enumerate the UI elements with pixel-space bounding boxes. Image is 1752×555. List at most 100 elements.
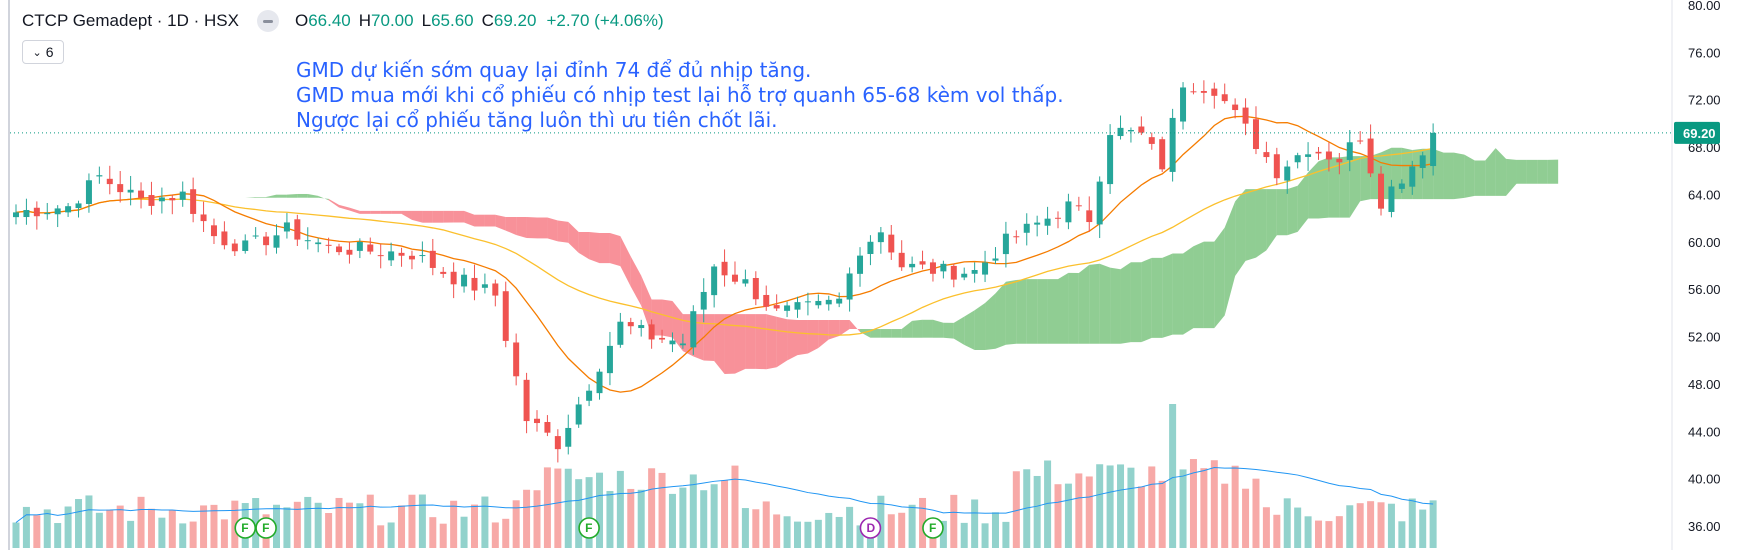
volume-bar bbox=[1169, 404, 1176, 548]
change-value: +2.70 (+4.06%) bbox=[546, 11, 663, 31]
cloud-segment bbox=[954, 317, 964, 345]
candle-body bbox=[86, 180, 92, 204]
cloud-segment bbox=[527, 217, 537, 238]
candle-body bbox=[294, 219, 300, 239]
cloud-segment bbox=[297, 194, 307, 198]
cloud-segment bbox=[933, 320, 943, 338]
volume-bar bbox=[648, 468, 655, 548]
volume-bar bbox=[1388, 504, 1395, 548]
candle-body bbox=[471, 278, 477, 291]
cloud-segment bbox=[766, 314, 776, 369]
cloud-segment bbox=[756, 314, 766, 369]
volume-bar bbox=[1232, 466, 1239, 548]
candle-body bbox=[1097, 182, 1103, 225]
cloud-segment bbox=[568, 222, 578, 253]
candle-body bbox=[617, 322, 623, 345]
candle-body bbox=[96, 175, 102, 176]
volume-bar bbox=[731, 466, 738, 548]
candle-body bbox=[284, 222, 290, 231]
volume-bar bbox=[679, 488, 686, 548]
cloud-segment bbox=[975, 303, 985, 350]
volume-bar bbox=[315, 503, 322, 548]
candle-body bbox=[669, 341, 675, 345]
volume-bar bbox=[1075, 473, 1082, 548]
candle-body bbox=[253, 236, 259, 237]
y-tick-label: 60.00 bbox=[1688, 235, 1721, 250]
cloud-segment bbox=[1027, 279, 1037, 344]
candle-body bbox=[1024, 224, 1030, 233]
cloud-segment bbox=[1131, 262, 1141, 342]
cloud-segment bbox=[412, 211, 422, 223]
y-tick-label: 48.00 bbox=[1688, 377, 1721, 392]
cloud-segment bbox=[495, 215, 505, 231]
volume-bar bbox=[179, 523, 186, 548]
candle-body bbox=[1316, 152, 1322, 154]
candle-body bbox=[701, 292, 707, 310]
candle-body bbox=[180, 192, 186, 200]
cloud-segment bbox=[1485, 148, 1495, 196]
candle-body bbox=[1378, 174, 1384, 209]
cloud-segment bbox=[391, 211, 401, 214]
indicators-collapse-button[interactable]: ⌄ 6 bbox=[22, 40, 64, 64]
cloud-segment bbox=[1173, 254, 1183, 335]
volume-bar bbox=[1263, 507, 1270, 548]
candle-body bbox=[1190, 91, 1196, 92]
candle-body bbox=[148, 195, 154, 206]
candle-body bbox=[23, 210, 29, 217]
volume-bar bbox=[596, 473, 603, 548]
candle-body bbox=[1274, 154, 1280, 178]
candle-body bbox=[1201, 91, 1207, 93]
candle-body bbox=[232, 244, 238, 252]
candle-body bbox=[1232, 105, 1238, 110]
volume-bar bbox=[1346, 505, 1353, 548]
candle-body bbox=[836, 299, 842, 304]
candle-body bbox=[221, 231, 227, 245]
volume-bar bbox=[388, 522, 395, 548]
volume-bar bbox=[773, 514, 780, 548]
chart-annotation[interactable]: GMD dự kiến sớm quay lại đỉnh 74 để đủ n… bbox=[296, 58, 1064, 133]
cloud-segment bbox=[1016, 279, 1026, 344]
cloud-segment bbox=[433, 211, 443, 223]
cloud-segment bbox=[923, 320, 933, 338]
volume-bar bbox=[961, 523, 968, 548]
candle-body bbox=[597, 372, 603, 393]
candle-body bbox=[211, 225, 217, 236]
cloud-segment bbox=[808, 320, 818, 353]
cloud-segment bbox=[610, 233, 620, 266]
candle-body bbox=[920, 261, 926, 264]
cloud-segment bbox=[547, 218, 557, 242]
candle-body bbox=[1222, 94, 1228, 101]
candle-body bbox=[857, 256, 863, 274]
cloud-segment bbox=[1506, 159, 1516, 196]
cloud-segment bbox=[266, 195, 276, 198]
cloud-segment bbox=[1079, 265, 1089, 344]
volume-bar bbox=[127, 521, 134, 548]
candle-body bbox=[524, 380, 530, 421]
candle-body bbox=[492, 283, 498, 295]
volume-bar bbox=[169, 510, 176, 548]
volume-bar bbox=[669, 494, 676, 548]
symbol-title: CTCP Gemadept · 1D · HSX bbox=[22, 11, 239, 31]
visibility-toggle-icon[interactable] bbox=[257, 10, 279, 32]
volume-bar bbox=[450, 501, 457, 548]
volume-bar bbox=[825, 513, 832, 548]
candle-body bbox=[44, 213, 50, 214]
volume-bar bbox=[794, 522, 801, 548]
cloud-segment bbox=[881, 329, 891, 338]
cloud-segment bbox=[787, 319, 797, 360]
candle-body bbox=[482, 284, 488, 288]
volume-bar bbox=[54, 523, 61, 548]
volume-bar bbox=[888, 514, 895, 548]
volume-bar bbox=[190, 522, 197, 548]
cloud-segment bbox=[339, 205, 349, 211]
candle-body bbox=[107, 179, 113, 184]
candle-body bbox=[878, 232, 884, 242]
candle-body bbox=[1045, 219, 1051, 226]
volume-bar bbox=[148, 509, 155, 548]
cloud-segment bbox=[1496, 148, 1506, 196]
candle-body bbox=[1170, 118, 1176, 172]
open-value: 66.40 bbox=[308, 11, 351, 31]
volume-bar bbox=[763, 501, 770, 548]
volume-bar bbox=[909, 505, 916, 548]
